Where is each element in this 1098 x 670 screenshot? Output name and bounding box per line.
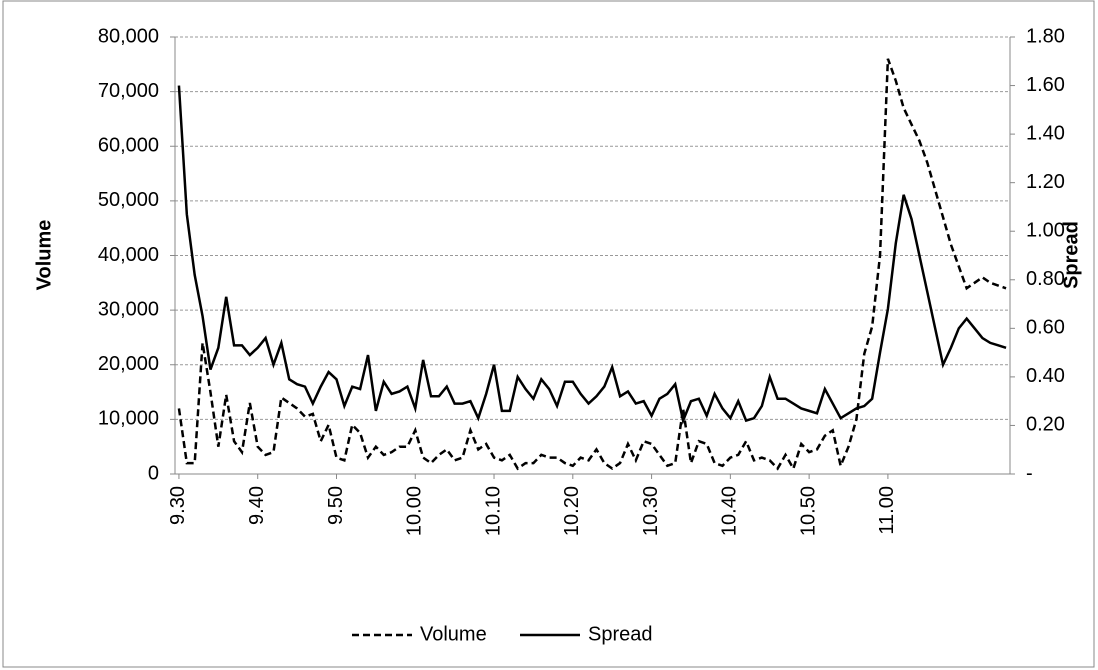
y2-tick-label: 1.20 [1026, 171, 1065, 193]
y-tick-label: 80,000 [98, 25, 159, 47]
y-tick-label: 70,000 [98, 80, 159, 102]
y2-tick-label: 0.60 [1026, 317, 1065, 339]
x-tick-label: 9.50 [325, 486, 347, 525]
series-line [177, 58, 1007, 472]
y2-tick-label: 0.80 [1026, 268, 1065, 290]
y2-tick-label: 0.40 [1026, 365, 1065, 387]
x-tick-label: 10.00 [404, 486, 426, 536]
x-tick-label: 10.20 [561, 486, 583, 536]
x-tick-label: 10.40 [719, 486, 741, 536]
y2-axis-title: Spread [1060, 221, 1082, 289]
y2-tick-label: 0.20 [1026, 414, 1065, 436]
y-tick-label: 50,000 [98, 189, 159, 211]
x-tick-label: 9.30 [167, 486, 189, 525]
y-tick-label: 30,000 [98, 298, 159, 320]
x-tick-label: 10.50 [797, 486, 819, 536]
y2-tick-label: 1.00 [1026, 220, 1065, 242]
y2-tick-label: 1.40 [1026, 122, 1065, 144]
y2-tick-label: 1.60 [1026, 74, 1065, 96]
y-tick-label: 20,000 [98, 353, 159, 375]
x-tick-label: 10.30 [640, 486, 662, 536]
y-tick-label: 40,000 [98, 244, 159, 266]
y-axis-title: Volume [33, 220, 55, 291]
series-line [177, 85, 1007, 425]
y2-tick-label: - [1026, 462, 1033, 484]
legend-label: Spread [588, 623, 653, 645]
y-tick-label: 10,000 [98, 408, 159, 430]
y2-tick-label: 1.80 [1026, 25, 1065, 47]
y-tick-label: 60,000 [98, 135, 159, 157]
x-tick-label: 11.00 [876, 486, 898, 535]
legend-label: Volume [420, 623, 487, 645]
x-tick-label: 9.40 [246, 486, 268, 525]
y-tick-label: 0 [148, 462, 159, 484]
x-tick-label: 10.10 [482, 486, 504, 536]
